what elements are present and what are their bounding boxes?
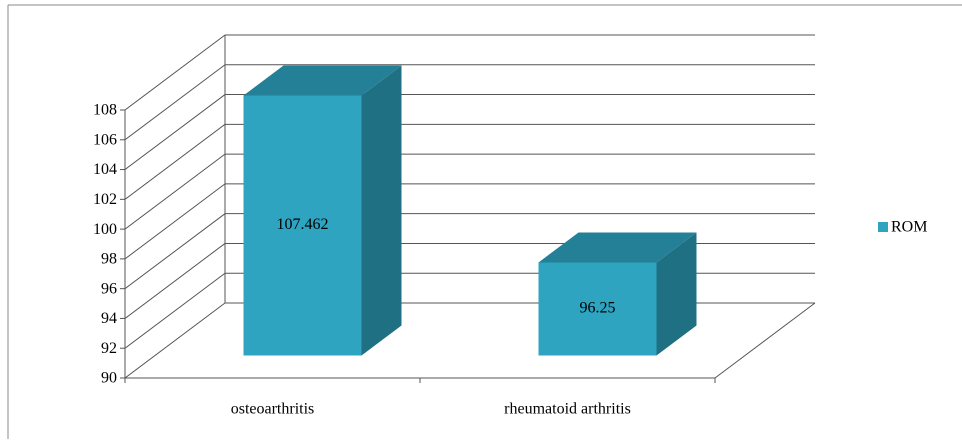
y-tick-label: 94 xyxy=(101,310,117,327)
data-label: 107.462 xyxy=(277,216,329,233)
bar-top xyxy=(538,232,697,263)
grid-line xyxy=(124,94,226,170)
data-label: 96.25 xyxy=(580,300,616,317)
floor-edge xyxy=(714,302,816,379)
bar xyxy=(243,95,362,356)
grid-line xyxy=(124,272,226,349)
grid-line xyxy=(124,64,226,141)
y-tick-label: 100 xyxy=(93,221,117,238)
bar-top xyxy=(243,65,402,96)
x-tick-label: rheumatoid arthritis xyxy=(504,401,631,418)
y-tick-label: 90 xyxy=(101,370,117,387)
y-tick-label: 96 xyxy=(101,280,117,297)
legend-swatch xyxy=(878,222,888,232)
grid-line xyxy=(124,183,226,260)
x-tick-label: osteoarthritis xyxy=(231,401,315,418)
y-tick-label: 98 xyxy=(101,251,117,268)
grid-line xyxy=(124,153,226,230)
y-tick-label: 106 xyxy=(93,131,117,148)
grid-line xyxy=(124,302,226,379)
bar-side xyxy=(361,65,402,356)
y-tick-label: 108 xyxy=(93,102,117,119)
bar-side xyxy=(656,232,697,356)
grid-line xyxy=(124,243,226,319)
y-tick-label: 104 xyxy=(93,161,117,178)
grid-line xyxy=(124,213,226,290)
y-tick-label: 102 xyxy=(93,191,117,208)
grid-line xyxy=(124,123,226,200)
legend-label: ROM xyxy=(891,219,927,236)
y-tick-label: 92 xyxy=(101,340,117,357)
bar xyxy=(538,262,657,356)
grid-line xyxy=(124,34,226,111)
